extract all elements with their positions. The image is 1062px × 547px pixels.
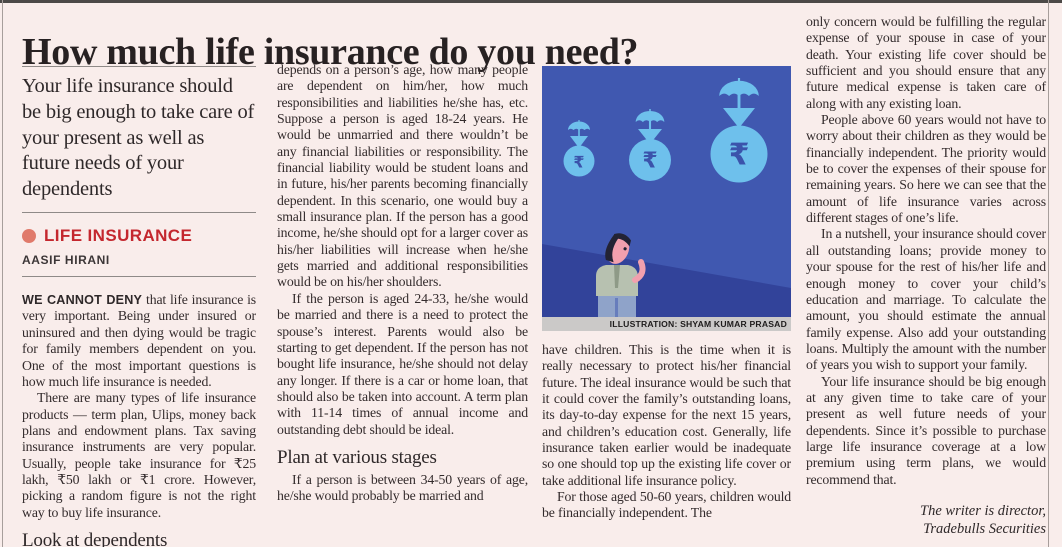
lead-paragraph-text: that life insurance is very important. B… [22,292,256,389]
paragraph: In a nutshell, your insurance should cov… [806,226,1046,373]
column-2-body: depends on a person’s age, how many peop… [277,62,528,505]
column-3-body: have children. This is the time when it … [542,342,791,522]
money-bag-small: ₹ [563,120,595,177]
credit-line-2: Tradebulls Securities [923,521,1046,538]
paragraph: WE CANNOT DENY that life insurance is ve… [22,292,256,390]
left-edge-rule [2,0,3,547]
byline-rule [22,276,256,278]
column-1-body: WE CANNOT DENY that life insurance is ve… [22,292,256,547]
illustration-graphic: ₹ ₹ ₹ [542,66,791,317]
lead-in-caps: WE CANNOT DENY [22,293,143,308]
paragraph: only concern would be fulfilling the reg… [806,14,1046,111]
rupee-symbol: ₹ [573,153,584,172]
standfirst-bottom-rule [22,212,256,214]
credit-line-1: The writer is director, [920,502,1046,519]
right-edge-rule [1048,0,1049,547]
paragraph: People above 60 years would not have to … [806,112,1046,226]
paragraph: depends on a person’s age, how many peop… [277,62,528,290]
section-label: LIFE INSURANCE [44,226,193,246]
paragraph: There are many types of life insurance p… [22,390,256,520]
section-row: LIFE INSURANCE [22,226,256,246]
paragraph: If a person is between 34-50 years of ag… [277,471,528,504]
column-2: depends on a person’s age, how many peop… [277,62,528,505]
column-4-body: only concern would be fulfilling the reg… [806,14,1046,488]
illustration-caption: ILLUSTRATION: SHYAM KUMAR PRASAD [542,317,791,331]
subhead-plan-at-various-stages: Plan at various stages [277,446,437,468]
top-border-rule [0,0,1062,3]
column-1: Your life insurance should be big enough… [22,66,256,547]
paragraph: If the person is aged 24-33, he/she woul… [277,290,528,437]
standfirst-top-rule [22,66,256,67]
section-bullet-icon [22,229,36,244]
rupee-symbol: ₹ [729,138,750,173]
column-3: ₹ ₹ ₹ [542,66,791,522]
paragraph: For those aged 50-60 years, children wou… [542,489,791,521]
paragraph: Your life insurance should be big enough… [806,373,1046,487]
rupee-symbol: ₹ [642,149,657,174]
writer-credit: The writer is director, Tradebulls Secur… [806,502,1046,538]
money-bag-large: ₹ [710,78,768,183]
illustration-money-bags-umbrellas: ₹ ₹ ₹ [542,66,791,317]
paragraph: have children. This is the time when it … [542,342,791,488]
column-4: only concern would be fulfilling the reg… [806,14,1046,538]
thinking-man [596,233,646,317]
subhead-look-at-dependents: Look at dependents [22,529,168,547]
byline: AASIF HIRANI [22,253,110,268]
money-bag-medium: ₹ [629,109,671,181]
standfirst: Your life insurance should be big enough… [22,75,255,201]
